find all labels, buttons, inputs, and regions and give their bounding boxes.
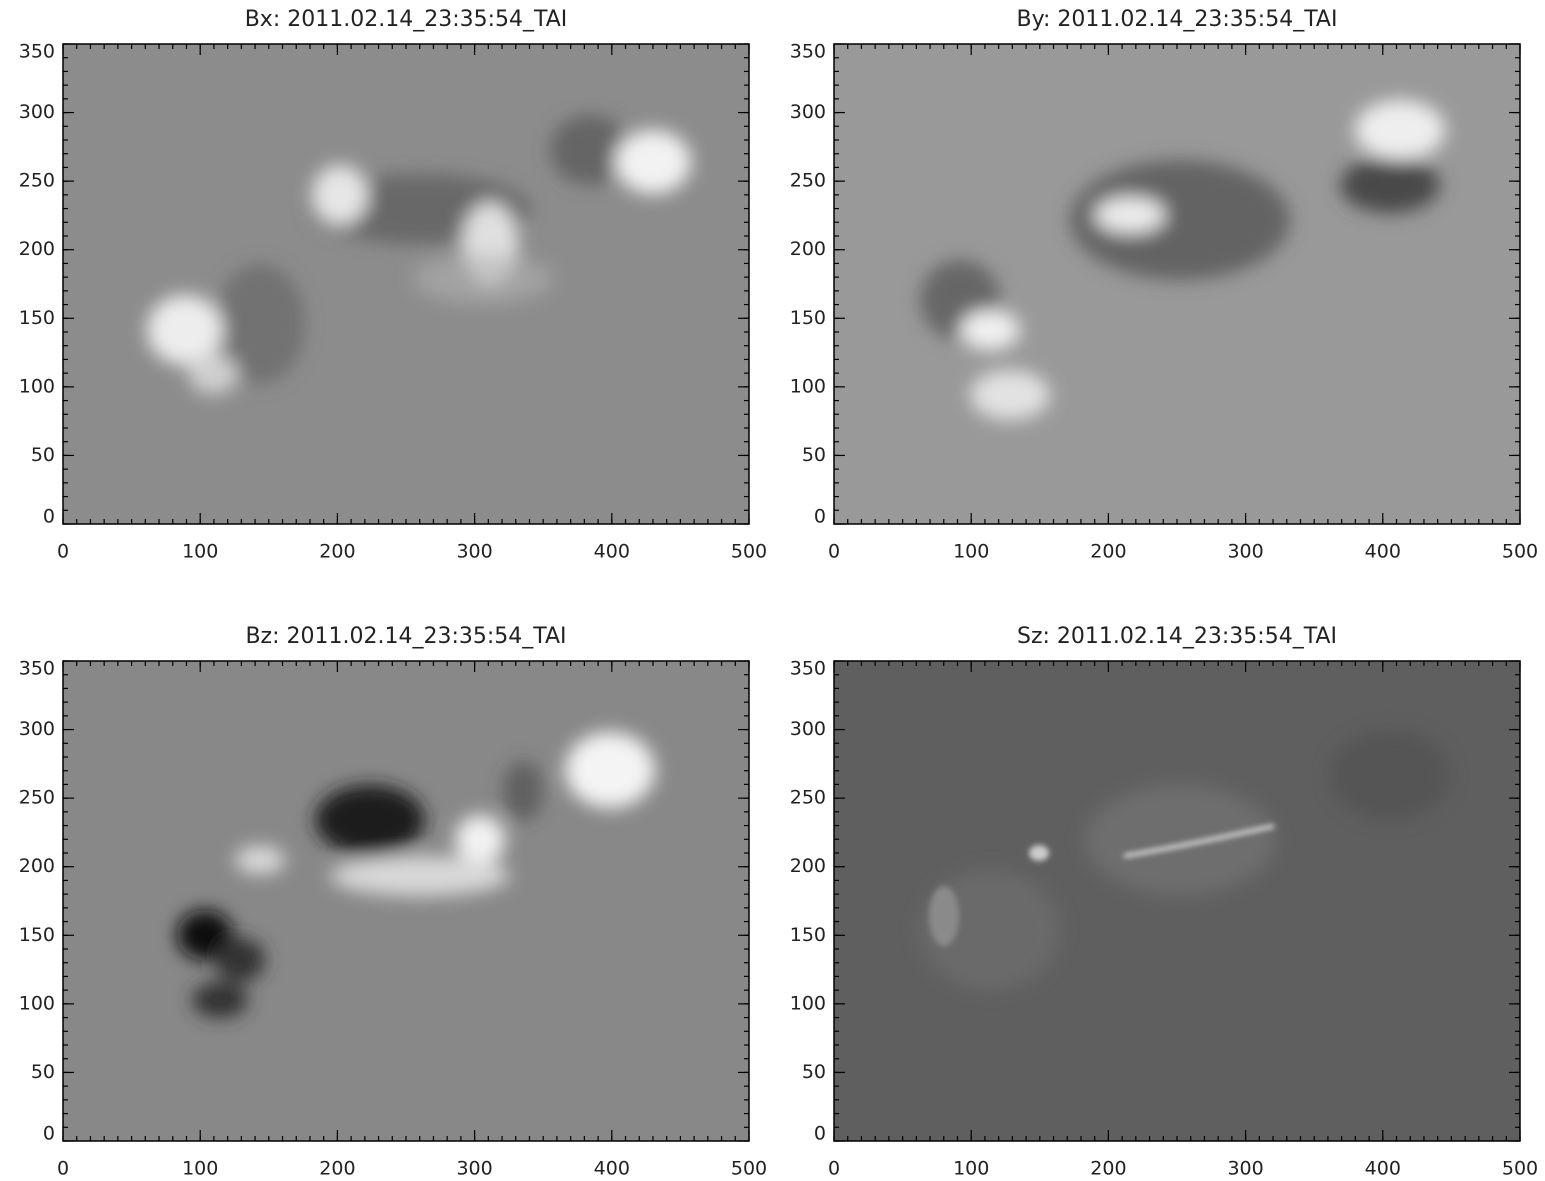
y-tick-label: 200 — [19, 238, 55, 260]
image-background — [63, 661, 749, 1141]
x-tick-label: 200 — [319, 1158, 355, 1180]
panel: Bz: 2011.02.14_23:35:54_TAI 0 100 200 300 400… — [19, 624, 767, 1180]
y-tick-label: 300 — [19, 101, 55, 123]
chart-title: Sz: 2011.02.14_23:35:54_TAI — [1017, 624, 1337, 649]
panel: Bx: 2011.02.14_23:35:54_TAI 0 100 200 300 400… — [19, 7, 767, 563]
y-tick-label: 50 — [31, 444, 55, 466]
y-tick-label: 350 — [790, 41, 826, 63]
y-tick-label: 350 — [19, 658, 55, 680]
x-tick-label: 200 — [1090, 1158, 1126, 1180]
y-tick-label: 350 — [19, 41, 55, 63]
x-tick-label: 200 — [1090, 541, 1126, 563]
chart-title: Bz: 2011.02.14_23:35:54_TAI — [245, 624, 566, 649]
x-tick-label: 0 — [828, 1158, 840, 1180]
x-tick-label: 0 — [828, 541, 840, 563]
x-tick-label: 300 — [456, 541, 492, 563]
y-tick-label: 150 — [19, 924, 55, 946]
y-tick-label: 100 — [790, 992, 826, 1014]
y-tick-label: 0 — [814, 506, 826, 528]
y-tick-label: 250 — [19, 170, 55, 192]
y-tick-label: 200 — [790, 855, 826, 877]
image-background — [63, 44, 749, 524]
y-tick-label: 300 — [790, 101, 826, 123]
x-tick-label: 400 — [594, 541, 630, 563]
x-tick-label: 500 — [731, 1158, 767, 1180]
y-tick-label: 100 — [19, 375, 55, 397]
panel: By: 2011.02.14_23:35:54_TAI 0 100 200 300 400… — [790, 7, 1538, 563]
y-tick-label: 350 — [790, 658, 826, 680]
x-tick-label: 500 — [1502, 541, 1538, 563]
x-tick-label: 100 — [182, 1158, 218, 1180]
x-tick-label: 100 — [953, 1158, 989, 1180]
y-tick-label: 0 — [43, 1123, 55, 1145]
x-tick-label: 300 — [456, 1158, 492, 1180]
y-tick-label: 50 — [802, 444, 826, 466]
x-tick-label: 100 — [953, 541, 989, 563]
y-tick-label: 0 — [43, 506, 55, 528]
x-tick-label: 400 — [1365, 1158, 1401, 1180]
y-tick-label: 150 — [790, 307, 826, 329]
y-tick-label: 250 — [19, 787, 55, 809]
y-tick-label: 250 — [790, 787, 826, 809]
chart-title: By: 2011.02.14_23:35:54_TAI — [1017, 7, 1338, 32]
x-tick-label: 0 — [57, 1158, 69, 1180]
chart-title: Bx: 2011.02.14_23:35:54_TAI — [245, 7, 568, 32]
figure: Bx: 2011.02.14_23:35:54_TAI 0 100 200 300 400… — [0, 0, 1545, 1181]
y-tick-label: 50 — [802, 1061, 826, 1083]
y-tick-label: 150 — [790, 924, 826, 946]
x-tick-label: 0 — [57, 541, 69, 563]
x-tick-label: 300 — [1227, 541, 1263, 563]
y-tick-label: 50 — [31, 1061, 55, 1083]
x-tick-label: 200 — [319, 541, 355, 563]
y-tick-label: 200 — [790, 238, 826, 260]
y-tick-label: 100 — [790, 375, 826, 397]
y-tick-label: 150 — [19, 307, 55, 329]
y-tick-label: 300 — [19, 718, 55, 740]
y-tick-label: 300 — [790, 718, 826, 740]
x-tick-label: 400 — [1365, 541, 1401, 563]
y-tick-label: 0 — [814, 1123, 826, 1145]
x-tick-label: 500 — [1502, 1158, 1538, 1180]
x-tick-label: 100 — [182, 541, 218, 563]
y-tick-label: 200 — [19, 855, 55, 877]
x-tick-label: 400 — [594, 1158, 630, 1180]
y-tick-label: 250 — [790, 170, 826, 192]
x-tick-label: 500 — [731, 541, 767, 563]
x-tick-label: 300 — [1227, 1158, 1263, 1180]
y-tick-label: 100 — [19, 992, 55, 1014]
panel: Sz: 2011.02.14_23:35:54_TAI 0 100 200 300 400… — [790, 624, 1538, 1180]
